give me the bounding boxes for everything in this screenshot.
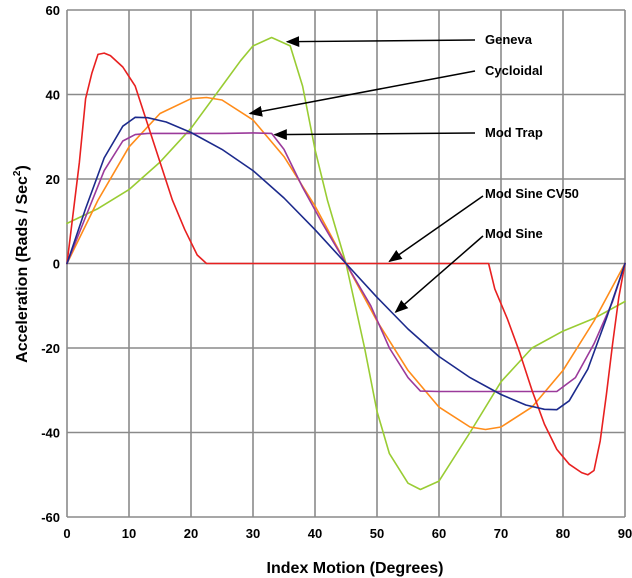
x-tick-label: 70 xyxy=(494,526,508,541)
x-tick-label: 90 xyxy=(618,526,632,541)
y-tick-label: -40 xyxy=(41,426,60,441)
y-tick-label: 60 xyxy=(46,3,60,18)
y-axis-title: Acceleration (Rads / Sec2) xyxy=(12,165,31,363)
x-tick-label: 60 xyxy=(432,526,446,541)
annotation-arrow xyxy=(248,70,476,117)
annotations: Geneva Cycloidal Mod Trap Mod Sine CV50 Mod … xyxy=(248,32,579,313)
x-tick-label: 20 xyxy=(184,526,198,541)
annotation-arrow xyxy=(285,36,476,47)
annotation-arrow xyxy=(394,235,484,313)
y-tick-label: -60 xyxy=(41,510,60,525)
series-line-mod-sine-cv50 xyxy=(66,52,626,476)
annotation-label: Mod Trap xyxy=(485,125,543,140)
x-tick-label: 30 xyxy=(246,526,260,541)
y-tick-label: 0 xyxy=(53,257,60,272)
series-line-geneva xyxy=(66,36,626,491)
x-tick-label: 40 xyxy=(308,526,322,541)
series-lines xyxy=(66,36,626,491)
annotation-label: Mod Sine xyxy=(485,226,543,241)
x-tick-label: 0 xyxy=(63,526,70,541)
annotation-arrow xyxy=(273,129,476,140)
y-tick-label: -20 xyxy=(41,341,60,356)
annotation-label: Cycloidal xyxy=(485,63,543,78)
y-tick-label: 20 xyxy=(46,172,60,187)
x-tick-label: 10 xyxy=(122,526,136,541)
annotation-arrow xyxy=(388,195,484,263)
y-axis-title-main: Acceleration (Rads / Sec xyxy=(14,176,31,363)
annotation-label: Geneva xyxy=(485,32,533,47)
series-line-mod-trap xyxy=(66,132,626,393)
x-tick-label: 50 xyxy=(370,526,384,541)
y-axis-title-close: ) xyxy=(14,165,31,170)
series-line-mod-sine xyxy=(66,116,626,411)
x-axis-title: Index Motion (Degrees) xyxy=(267,560,444,577)
y-tick-label: 40 xyxy=(46,88,60,103)
y-axis-title-superscript: 2 xyxy=(12,170,23,176)
tick-labels: 0 10 20 30 40 50 60 70 80 90 -60 -40 -20 0 20 40 60 xyxy=(41,3,632,541)
annotation-label: Mod Sine CV50 xyxy=(485,186,579,201)
x-tick-label: 80 xyxy=(556,526,570,541)
